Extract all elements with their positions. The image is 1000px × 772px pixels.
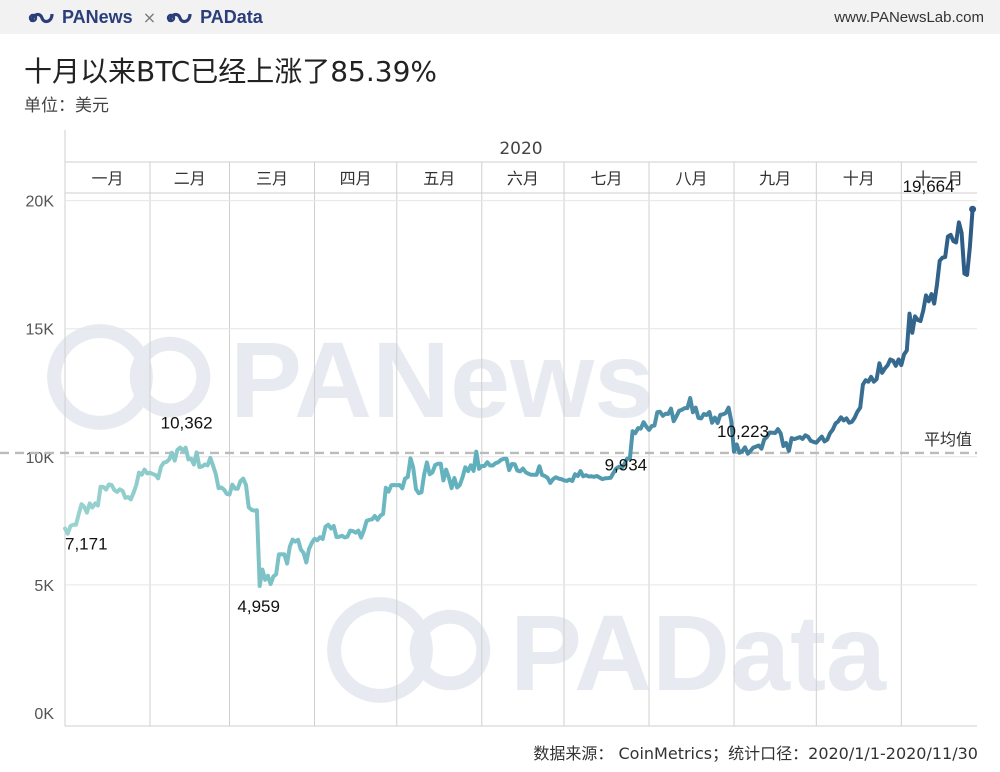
watermark-padata-icon: [327, 597, 491, 703]
data-label: 10,223: [717, 422, 769, 441]
brand-panews: PANews: [62, 7, 133, 27]
brand-separator: ×: [142, 8, 157, 27]
average-label: 平均值: [924, 430, 972, 449]
data-label: 4,959: [237, 597, 280, 616]
data-label: 19,664: [903, 177, 955, 196]
watermark-layer: PANews PAData: [47, 319, 887, 713]
month-label: 三月: [256, 169, 288, 188]
chart-title: 十月以来BTC已经上涨了85.39%: [24, 55, 437, 88]
source-note: 数据来源： CoinMetrics；统计口径：2020/1/1-2020/11/…: [533, 744, 978, 763]
brand-padata: PAData: [200, 7, 263, 27]
month-label: 一月: [91, 169, 123, 188]
month-label: 十月: [843, 169, 875, 188]
panews-logo-icon: [28, 12, 54, 23]
site-url: www.PANewsLab.com: [834, 9, 984, 26]
month-label: 九月: [759, 169, 791, 188]
btc-price-line: [63, 207, 975, 588]
y-tick-label: 15K: [26, 322, 55, 339]
end-point-marker: [969, 205, 977, 213]
month-label: 二月: [174, 169, 206, 188]
data-label: 9,934: [605, 455, 648, 474]
month-label: 四月: [340, 169, 372, 188]
y-tick-label: 0K: [34, 706, 54, 723]
month-label: 七月: [591, 169, 623, 188]
top-banner: PANews × PAData www.PANewsLab.com: [0, 0, 1000, 34]
month-label: 五月: [423, 169, 455, 188]
y-tick-label: 20K: [26, 194, 55, 211]
watermark-padata: PAData: [510, 592, 887, 713]
data-labels: 7,171 10,362 4,959 9,934 10,223 19,664: [65, 177, 977, 616]
y-tick-label: 5K: [34, 578, 54, 595]
data-label: 10,362: [161, 414, 213, 433]
data-label: 7,171: [65, 534, 108, 553]
brand-lockup: PANews × PAData: [28, 7, 263, 28]
watermark-panews-icon: [47, 324, 211, 430]
watermark-panews: PANews: [230, 319, 654, 440]
year-label: 2020: [499, 139, 542, 159]
month-header: 2020 一月 二月 三月 四月 五月 六月 七月 八月 九月 十月 十一月: [65, 139, 977, 194]
month-label: 十一月: [915, 169, 963, 188]
padata-logo-icon: [166, 12, 192, 23]
month-label: 八月: [676, 169, 708, 188]
month-label: 六月: [507, 169, 539, 188]
unit-label: 单位：美元: [24, 96, 109, 116]
series-layer: [63, 207, 975, 588]
average-line-group: 平均值: [0, 430, 977, 455]
